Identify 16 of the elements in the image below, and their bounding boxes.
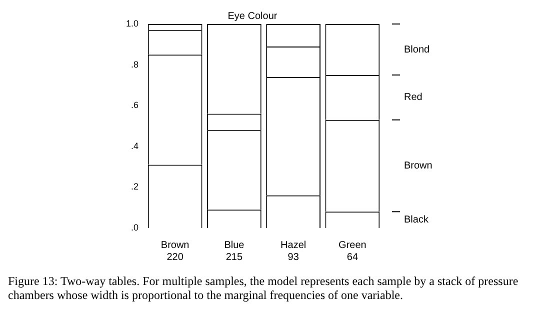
x-tick-label: Brown 220 <box>160 240 190 263</box>
text: Red <box>404 92 422 104</box>
x-tick-label: Green 64 <box>338 240 366 263</box>
text: Blond <box>404 44 430 56</box>
y-tick-label: .8 <box>130 59 139 70</box>
y-tick-label: .6 <box>130 100 139 110</box>
x-tick-label: Hazel 93 <box>280 240 306 263</box>
y-tick-label: .0 <box>130 222 139 232</box>
text: Brown <box>404 160 432 172</box>
chart-title: Eye Colour <box>228 10 278 22</box>
y-tick-label: .2 <box>130 182 139 192</box>
y-tick-label: 1.0 <box>126 18 139 28</box>
x-tick-label: Blue 215 <box>224 240 245 263</box>
y-tick-label: .4 <box>130 140 139 151</box>
text: Black <box>404 214 430 226</box>
caption: Figure 13: Two-way tables. For multiple samples, the model represents each sample by a stack of pressure chambers whose width is proportional to the marginal frequencies of one variable. <box>8 274 520 302</box>
